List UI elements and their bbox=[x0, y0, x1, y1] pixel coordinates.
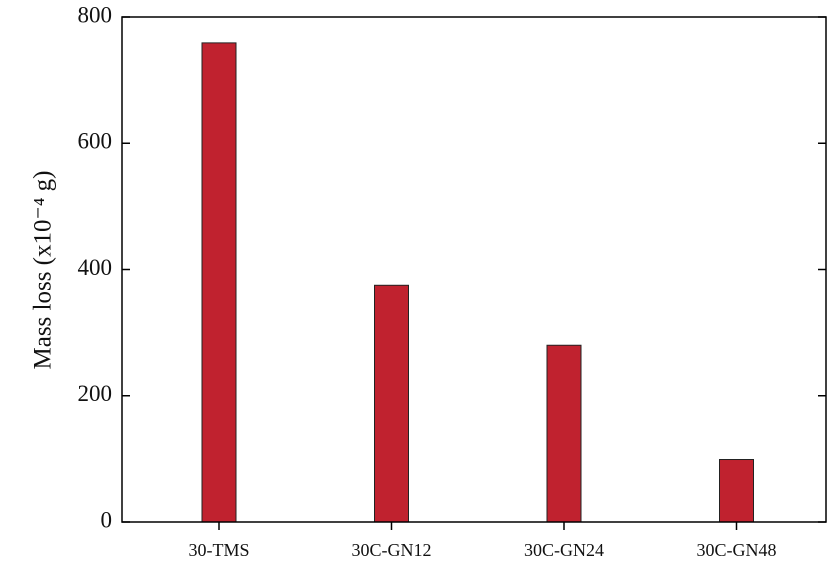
bar bbox=[719, 459, 754, 523]
y-tick-label: 800 bbox=[78, 2, 113, 27]
y-tick-label: 200 bbox=[78, 381, 113, 406]
x-tick-label: 30C-GN48 bbox=[697, 540, 777, 560]
y-tick-label: 400 bbox=[78, 255, 113, 280]
x-tick-label: 30-TMS bbox=[188, 540, 249, 560]
bar bbox=[546, 344, 582, 523]
y-tick-label: 600 bbox=[78, 129, 113, 154]
x-tick-label: 30C-GN24 bbox=[524, 540, 604, 560]
y-axis-label: Mass loss (x10⁻⁴ g) bbox=[30, 171, 57, 370]
y-tick-label: 0 bbox=[101, 507, 113, 532]
bar bbox=[201, 42, 237, 523]
bar bbox=[374, 284, 409, 523]
plot-frame bbox=[121, 16, 827, 523]
x-tick-label: 30C-GN12 bbox=[352, 540, 432, 560]
